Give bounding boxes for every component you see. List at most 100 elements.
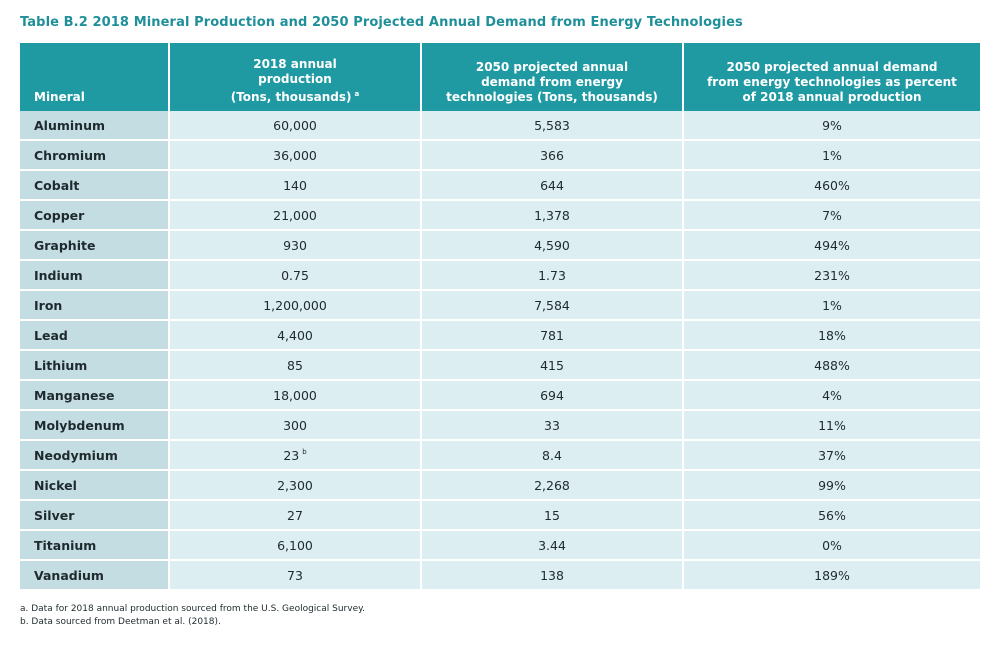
table-row: Molybdenum 300 33 11% [20,409,980,439]
mineral-cell: Lead [20,319,170,349]
demand-cell: 1,378 [422,199,684,229]
table-row: Iron 1,200,000 7,584 1% [20,289,980,319]
header-row: Mineral 2018 annual production (Tons, th… [20,43,980,111]
production-cell: 23 b [170,439,422,469]
demand-cell: 33 [422,409,684,439]
percent-cell: 4% [684,379,980,409]
production-cell: 300 [170,409,422,439]
production-cell: 21,000 [170,199,422,229]
header-production-line: 2018 annual [253,57,337,71]
percent-cell: 494% [684,229,980,259]
table-row: Titanium 6,100 3.44 0% [20,529,980,559]
production-cell: 4,400 [170,319,422,349]
mineral-cell: Molybdenum [20,409,170,439]
mineral-cell: Manganese [20,379,170,409]
demand-cell: 644 [422,169,684,199]
percent-cell: 7% [684,199,980,229]
header-demand-line: technologies (Tons, thousands) [446,90,658,104]
percent-cell: 18% [684,319,980,349]
table-row: Cobalt 140 644 460% [20,169,980,199]
header-production-line: (Tons, thousands) a [230,90,360,104]
mineral-cell: Lithium [20,349,170,379]
header-demand-line: demand from energy [481,75,623,89]
demand-cell: 1.73 [422,259,684,289]
footnotes: a. Data for 2018 annual production sourc… [20,603,365,629]
production-cell: 2,300 [170,469,422,499]
header-production: 2018 annual production (Tons, thousands)… [170,43,422,111]
header-percent-line: of 2018 annual production [742,90,922,104]
percent-cell: 488% [684,349,980,379]
production-cell: 0.75 [170,259,422,289]
production-cell: 18,000 [170,379,422,409]
mineral-cell: Neodymium [20,439,170,469]
table-title: Table B.2 2018 Mineral Production and 20… [20,15,743,30]
footnote: a. Data for 2018 annual production sourc… [20,604,366,614]
demand-cell: 415 [422,349,684,379]
percent-cell: 9% [684,111,980,139]
mineral-cell: Nickel [20,469,170,499]
table-row: Neodymium 23 b 8.4 37% [20,439,980,469]
percent-cell: 37% [684,439,980,469]
production-cell: 140 [170,169,422,199]
demand-cell: 2,268 [422,469,684,499]
percent-cell: 189% [684,559,980,589]
demand-cell: 3.44 [422,529,684,559]
header-demand: 2050 projected annual demand from energy… [422,43,684,111]
production-cell: 85 [170,349,422,379]
percent-cell: 231% [684,259,980,289]
table-row: Vanadium 73 138 189% [20,559,980,589]
mineral-cell: Indium [20,259,170,289]
demand-cell: 5,583 [422,111,684,139]
percent-cell: 1% [684,139,980,169]
table-row: Manganese 18,000 694 4% [20,379,980,409]
table-row: Nickel 2,300 2,268 99% [20,469,980,499]
header-percent: 2050 projected annual demand from energy… [684,43,980,111]
demand-cell: 7,584 [422,289,684,319]
header-demand-line: 2050 projected annual [475,60,629,74]
footnote-marker: a [354,90,360,98]
percent-cell: 460% [684,169,980,199]
mineral-cell: Chromium [20,139,170,169]
production-cell: 73 [170,559,422,589]
percent-cell: 99% [684,469,980,499]
demand-cell: 781 [422,319,684,349]
production-cell: 6,100 [170,529,422,559]
demand-cell: 694 [422,379,684,409]
header-percent-line: 2050 projected annual demand [726,60,938,74]
footnote: b. Data sourced from Deetman et al. (201… [20,617,221,627]
demand-cell: 15 [422,499,684,529]
mineral-cell: Aluminum [20,111,170,139]
table-row: Copper 21,000 1,378 7% [20,199,980,229]
mineral-cell: Silver [20,499,170,529]
table-row: Indium 0.75 1.73 231% [20,259,980,289]
production-cell: 930 [170,229,422,259]
header-production-line: production [258,72,332,86]
production-cell: 27 [170,499,422,529]
table-row: Lead 4,400 781 18% [20,319,980,349]
table-body: Aluminum 60,000 5,583 9% Chromium 36,000 366 1%… [20,111,980,589]
demand-cell: 366 [422,139,684,169]
mineral-cell: Iron [20,289,170,319]
table-row: Silver 27 15 56% [20,499,980,529]
demand-cell: 138 [422,559,684,589]
header-mineral: Mineral [20,43,170,111]
table-row: Aluminum 60,000 5,583 9% [20,111,980,139]
percent-cell: 11% [684,409,980,439]
footnote-marker: b [302,448,307,457]
production-cell: 36,000 [170,139,422,169]
header-percent-line: from energy technologies as percent [707,75,957,89]
percent-cell: 1% [684,289,980,319]
mineral-cell: Vanadium [20,559,170,589]
mineral-cell: Copper [20,199,170,229]
demand-cell: 8.4 [422,439,684,469]
production-cell: 1,200,000 [170,289,422,319]
mineral-cell: Graphite [20,229,170,259]
percent-cell: 0% [684,529,980,559]
mineral-cell: Cobalt [20,169,170,199]
mineral-cell: Titanium [20,529,170,559]
demand-cell: 4,590 [422,229,684,259]
percent-cell: 56% [684,499,980,529]
table-row: Graphite 930 4,590 494% [20,229,980,259]
table-row: Lithium 85 415 488% [20,349,980,379]
mineral-table: Mineral 2018 annual production (Tons, th… [20,43,980,589]
